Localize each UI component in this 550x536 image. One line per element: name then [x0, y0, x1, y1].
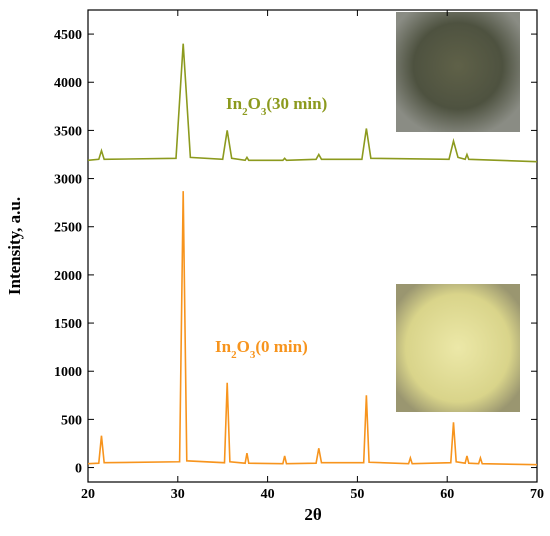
y-axis-title: Intensity, a.u.	[5, 197, 24, 295]
x-tick-label: 60	[440, 487, 454, 502]
photo-30min	[396, 12, 520, 132]
y-tick-label: 500	[61, 413, 82, 428]
y-tick-label: 3500	[54, 124, 82, 139]
series-label: In2O3(0 min)	[215, 337, 308, 361]
y-tick-label: 1000	[54, 365, 82, 380]
y-tick-label: 2000	[54, 269, 82, 284]
label-part: 3	[250, 349, 256, 361]
x-tick-label: 50	[350, 487, 364, 502]
label-part: O	[248, 94, 261, 113]
label-part: 3	[261, 106, 267, 118]
photo-0min	[396, 284, 520, 412]
x-tick-label: 20	[81, 487, 95, 502]
xrd-line	[87, 43, 538, 163]
y-tick-label: 2500	[54, 221, 82, 236]
x-tick-label: 70	[530, 487, 544, 502]
label-part: (0 min)	[255, 337, 307, 356]
x-tick-label: 30	[171, 487, 185, 502]
x-tick-label: 40	[261, 487, 275, 502]
plot-frame	[87, 9, 538, 483]
label-part: In	[226, 94, 243, 113]
x-axis-title: 2θ	[304, 505, 322, 524]
y-tick-label: 4000	[54, 76, 82, 91]
label-part: (30 min)	[266, 94, 327, 113]
y-tick-label: 3000	[54, 173, 82, 188]
label-part: O	[237, 337, 250, 356]
label-part: 2	[231, 349, 237, 361]
series-label: In2O3(30 min)	[226, 94, 327, 118]
label-part: In	[215, 337, 232, 356]
y-tick-label: 1500	[54, 317, 82, 332]
y-tick-label: 4500	[54, 28, 82, 43]
y-tick-label: 0	[75, 462, 82, 477]
label-part: 2	[242, 106, 248, 118]
xrd-line	[87, 191, 538, 466]
